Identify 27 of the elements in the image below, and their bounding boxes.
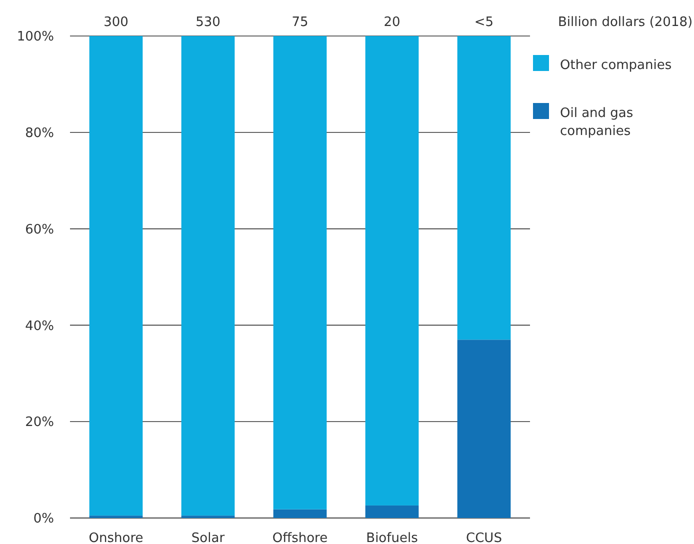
bar bbox=[89, 36, 143, 516]
bar bbox=[457, 36, 511, 340]
bar bbox=[365, 36, 419, 506]
bar bbox=[457, 340, 511, 518]
x-tick-label: Biofuels bbox=[366, 531, 418, 544]
y-tick-label: 100% bbox=[16, 30, 54, 45]
y-tick-label: 40% bbox=[25, 318, 54, 334]
text: Billion dollars (2018) bbox=[558, 15, 693, 30]
x-tick-label: Solar bbox=[191, 531, 226, 544]
y-tick-label: 60% bbox=[25, 222, 54, 238]
y-tick-label: 80% bbox=[25, 126, 54, 141]
y-tick-label: 0% bbox=[33, 512, 54, 527]
bar bbox=[181, 36, 235, 516]
annotation: 530 bbox=[196, 15, 220, 30]
bar bbox=[365, 505, 419, 518]
legend-label: Oil and gas companies bbox=[560, 106, 634, 139]
legend-label: Other companies bbox=[560, 58, 672, 73]
bar bbox=[273, 36, 327, 510]
annotation: 300 bbox=[104, 15, 128, 30]
annotation: <5 bbox=[474, 15, 494, 30]
bar bbox=[273, 509, 327, 518]
y-tick-label: 20% bbox=[25, 415, 54, 430]
annotation: 20 bbox=[384, 15, 400, 30]
annotation: 75 bbox=[292, 15, 308, 30]
x-tick-label: Offshore bbox=[272, 531, 328, 544]
x-tick-label: CCUS bbox=[466, 531, 502, 544]
x-tick-label: Onshore bbox=[88, 531, 144, 544]
